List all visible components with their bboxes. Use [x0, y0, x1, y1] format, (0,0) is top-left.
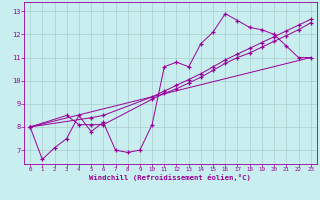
X-axis label: Windchill (Refroidissement éolien,°C): Windchill (Refroidissement éolien,°C)	[90, 174, 251, 181]
